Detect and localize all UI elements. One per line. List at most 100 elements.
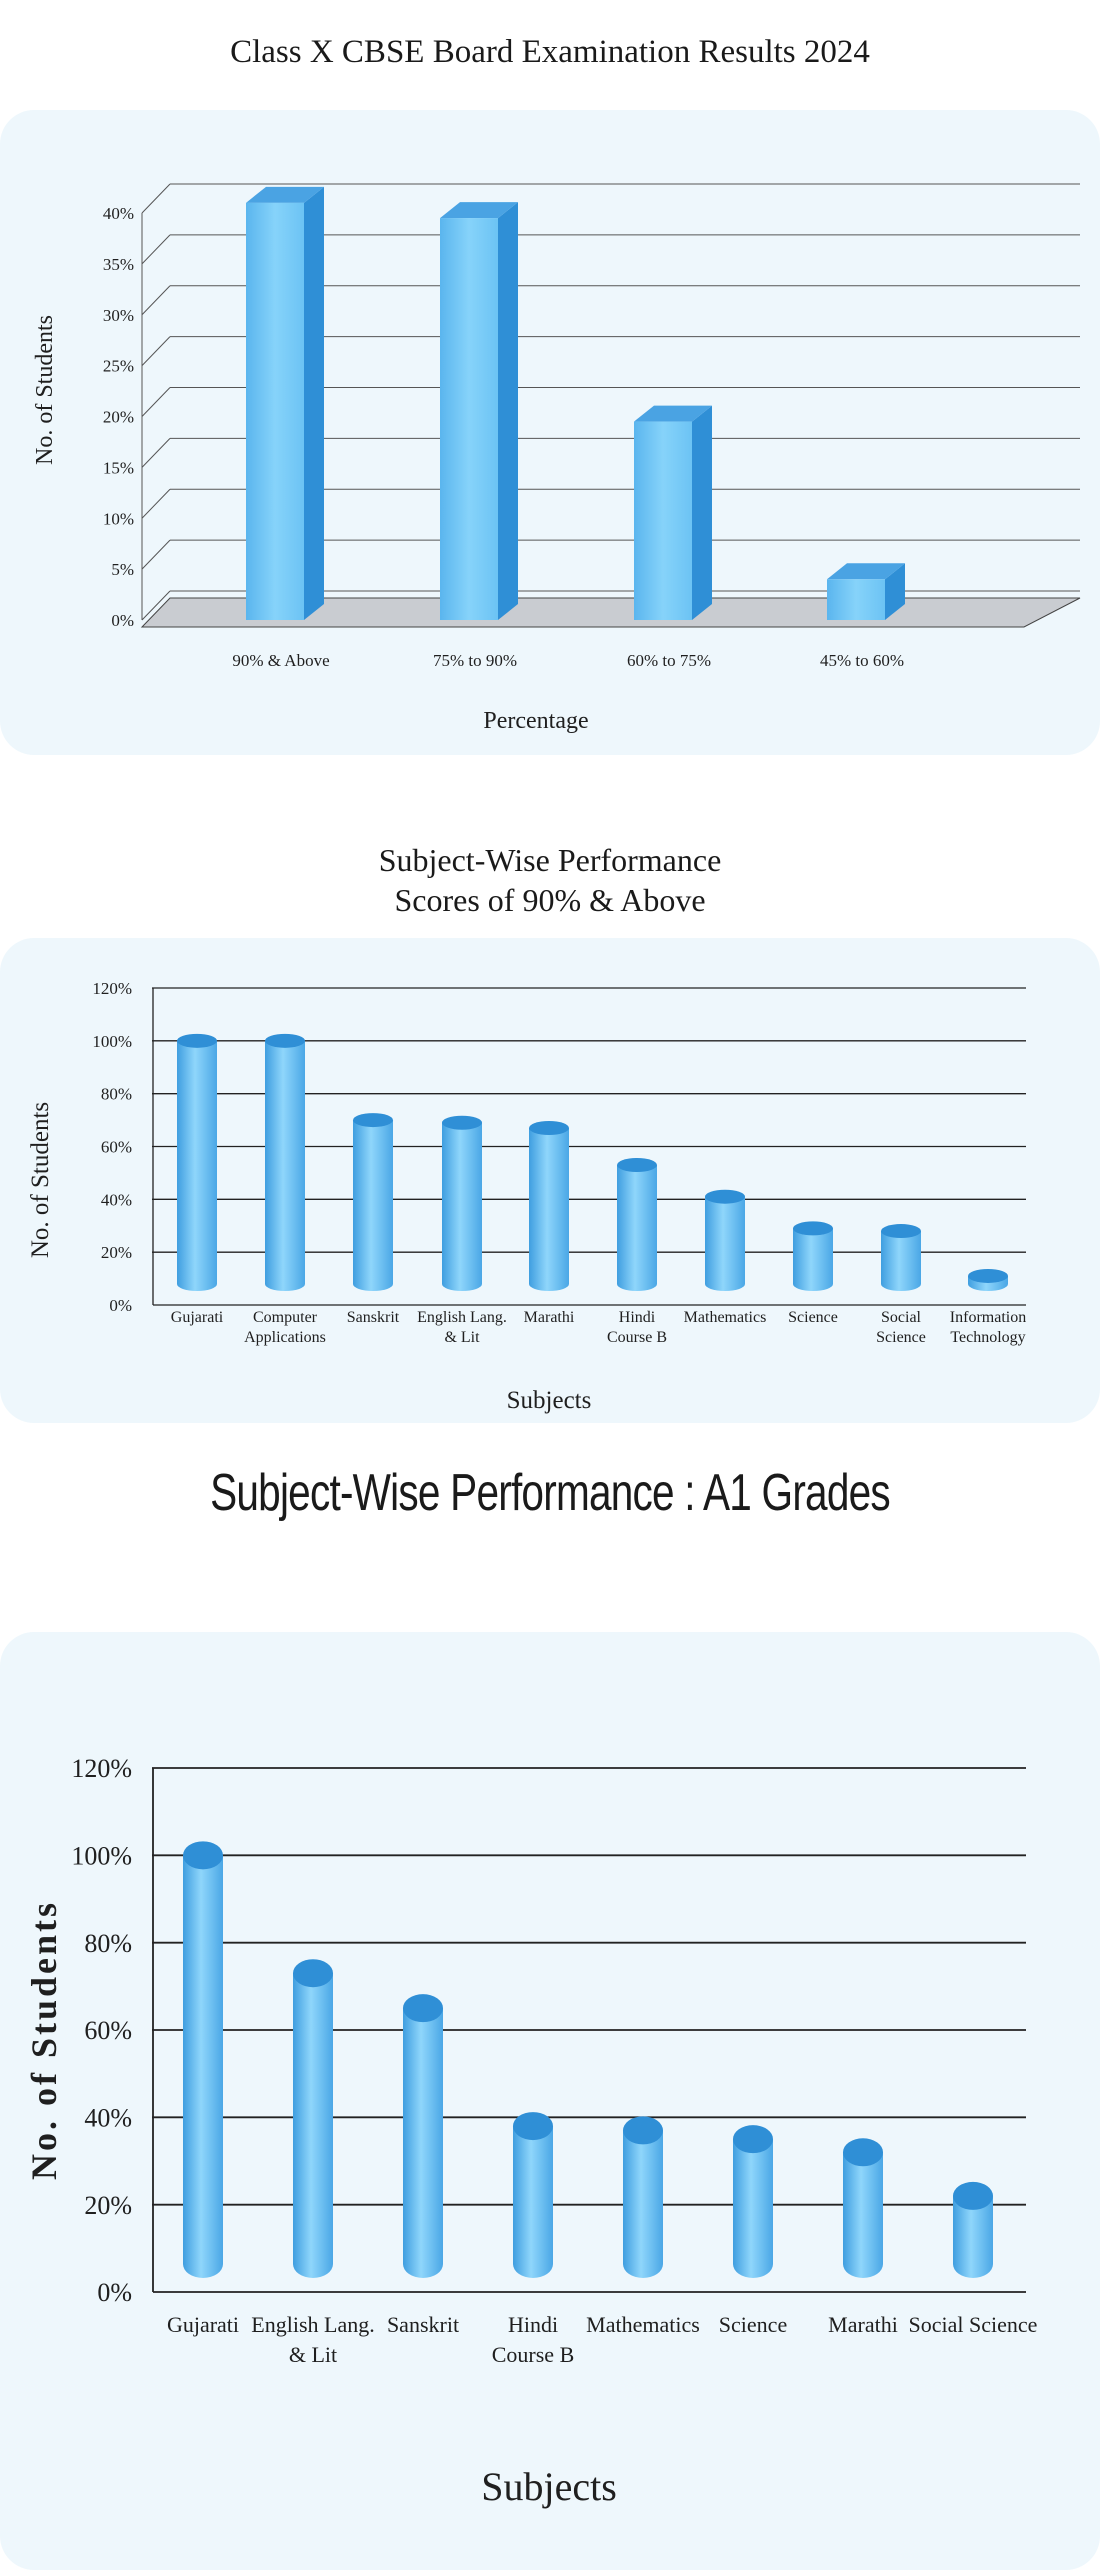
bar-body <box>442 1122 482 1291</box>
x-tick-label: Computer <box>253 1309 318 1326</box>
bar-top <box>442 1115 482 1130</box>
y-tick-label: 60% <box>101 1137 132 1156</box>
page-title: Class X CBSE Board Examination Results 2… <box>230 34 870 70</box>
bar-body <box>177 1040 217 1291</box>
x-tick-label: Course B <box>607 1329 667 1346</box>
y-tick-label: 120% <box>92 979 132 998</box>
bar <box>733 2125 773 2278</box>
bar <box>440 202 518 620</box>
chart2-title-line1: Subject-Wise Performance <box>378 842 722 878</box>
x-tick-label: Sanskrit <box>387 2312 459 2337</box>
y-tick-label: 0% <box>111 611 134 630</box>
x-axis-label: Subjects <box>481 2464 617 2509</box>
bar-body <box>881 1231 921 1291</box>
y-tick-label: 40% <box>101 1190 132 1209</box>
y-tick-label: 35% <box>103 255 134 274</box>
bar <box>827 563 905 620</box>
x-tick-label: Hindi <box>619 1309 656 1326</box>
bar-top <box>733 2125 773 2154</box>
grid-diagonal <box>141 285 171 316</box>
bar <box>617 1157 657 1291</box>
bar <box>513 2112 553 2278</box>
bar <box>968 1268 1008 1291</box>
y-axis-label: No. of Students <box>24 1900 64 2180</box>
bar-body <box>183 1855 223 2278</box>
bar-body <box>265 1040 305 1291</box>
bar <box>183 1841 223 2278</box>
x-tick-label: Mathematics <box>684 1309 767 1326</box>
y-tick-label: 40% <box>103 204 134 223</box>
grid-diagonal <box>141 234 171 265</box>
y-tick-label: 100% <box>92 1032 132 1051</box>
y-tick-label: 100% <box>71 1841 132 1870</box>
x-tick-label: Social Science <box>909 2312 1038 2337</box>
bar-body <box>617 1164 657 1291</box>
x-tick-label: English Lang. <box>417 1309 507 1326</box>
bar-top <box>634 405 712 422</box>
x-tick-label: Gujarati <box>167 2312 239 2337</box>
bar <box>353 1113 393 1291</box>
y-tick-label: 25% <box>103 357 134 376</box>
x-tick-label: Gujarati <box>171 1309 224 1326</box>
y-tick-label: 15% <box>103 458 134 477</box>
bar-top <box>881 1224 921 1239</box>
y-tick-label: 40% <box>84 2103 132 2132</box>
grid-diagonal <box>141 438 171 468</box>
bar <box>843 2138 883 2278</box>
bar-body <box>353 1120 393 1291</box>
bar-top <box>513 2112 553 2141</box>
x-axis-label: Subjects <box>507 1387 592 1414</box>
grid-diagonal <box>141 183 171 214</box>
x-tick-label: Marathi <box>524 1309 575 1326</box>
bar <box>246 186 324 620</box>
grid-diagonal <box>141 387 171 417</box>
bar-side <box>692 405 712 620</box>
x-tick-label: Science <box>876 1329 926 1346</box>
bar-top <box>953 2181 993 2210</box>
y-tick-label: 60% <box>84 2016 132 2045</box>
x-axis-label: Percentage <box>483 708 588 734</box>
y-tick-label: 120% <box>71 1754 132 1783</box>
bar-body <box>529 1128 569 1291</box>
x-tick-label: Social <box>881 1309 922 1326</box>
x-tick-label: & Lit <box>444 1329 480 1346</box>
bar-side <box>304 186 324 620</box>
bar-top <box>827 563 905 580</box>
bar-body <box>623 2130 663 2278</box>
bar-top <box>623 2116 663 2145</box>
chart3-title: Subject-Wise Performance : A1 Grades <box>210 1464 891 1522</box>
grid-diagonal <box>141 336 171 366</box>
x-tick-label: Sanskrit <box>347 1309 400 1326</box>
x-tick-label: Hindi <box>508 2312 558 2337</box>
x-tick-label: 45% to 60% <box>820 651 904 670</box>
y-tick-label: 10% <box>103 509 134 528</box>
y-tick-label: 20% <box>84 2191 132 2220</box>
bar <box>793 1221 833 1291</box>
bar-top <box>617 1157 657 1172</box>
y-tick-label: 20% <box>101 1243 132 1262</box>
bar-front <box>440 218 498 620</box>
bar <box>529 1121 569 1291</box>
x-tick-label: & Lit <box>289 2342 337 2367</box>
bar-body <box>513 2126 553 2278</box>
y-tick-label: 0% <box>97 2278 132 2307</box>
bar-top <box>293 1959 333 1988</box>
bar-front <box>634 421 692 620</box>
x-tick-label: 75% to 90% <box>433 651 517 670</box>
bar-top <box>843 2138 883 2167</box>
bar-top <box>265 1033 305 1048</box>
bar-top <box>246 186 324 203</box>
grid-diagonal <box>141 539 171 570</box>
bar-body <box>843 2152 883 2278</box>
x-tick-label: Mathematics <box>586 2312 700 2337</box>
bar-top <box>529 1121 569 1136</box>
bar-body <box>953 2195 993 2278</box>
bar <box>881 1224 921 1291</box>
bar-body <box>705 1196 745 1291</box>
bar <box>265 1033 305 1291</box>
x-tick-label: Technology <box>950 1329 1025 1346</box>
bar-top <box>353 1113 393 1128</box>
